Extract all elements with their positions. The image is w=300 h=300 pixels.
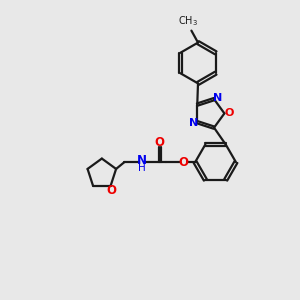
- Text: O: O: [179, 156, 189, 169]
- Text: N: N: [137, 154, 147, 167]
- Text: $\mathregular{CH_3}$: $\mathregular{CH_3}$: [178, 14, 198, 28]
- Text: H: H: [138, 163, 145, 173]
- Text: O: O: [155, 136, 165, 149]
- Text: N: N: [213, 93, 223, 103]
- Text: O: O: [224, 108, 234, 118]
- Text: N: N: [189, 118, 198, 128]
- Text: O: O: [106, 184, 116, 197]
